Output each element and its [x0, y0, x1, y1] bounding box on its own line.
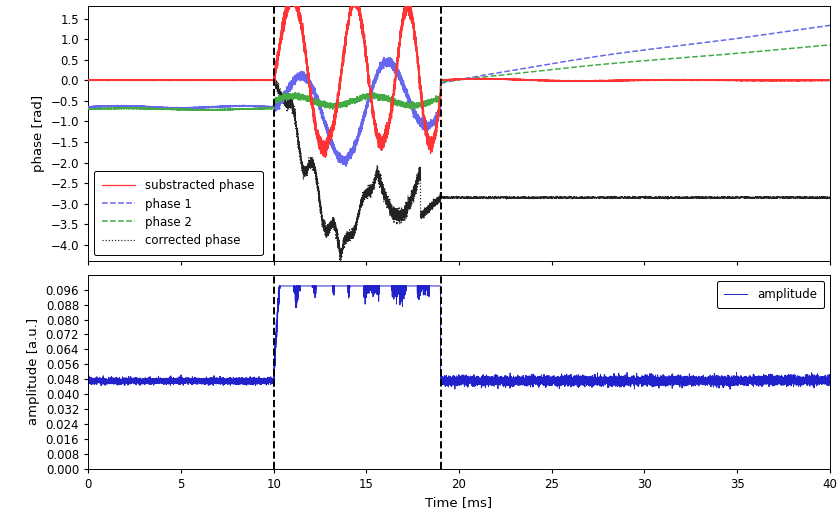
substracted phase	[777, 77, 787, 84]
amplitude	[274, 283, 284, 289]
phase 1	[614, 50, 624, 56]
Y-axis label: amplitude [a.u.]: amplitude [a.u.]	[27, 318, 40, 425]
phase 2	[614, 60, 624, 66]
corrected phase	[434, 197, 444, 203]
X-axis label: Time [ms]: Time [ms]	[426, 496, 492, 509]
amplitude	[725, 386, 735, 392]
Y-axis label: phase [rad]: phase [rad]	[32, 95, 45, 172]
phase 2	[268, 105, 278, 111]
corrected phase	[335, 258, 345, 264]
phase 2	[199, 107, 209, 113]
amplitude	[83, 378, 93, 384]
phase 2	[825, 42, 835, 48]
phase 1	[825, 22, 835, 28]
phase 1	[559, 58, 570, 64]
substracted phase	[825, 77, 835, 83]
phase 1	[83, 104, 93, 110]
corrected phase	[532, 194, 542, 200]
Legend: substracted phase, phase 1, phase 2, corrected phase: substracted phase, phase 1, phase 2, cor…	[94, 171, 263, 255]
corrected phase	[268, 77, 278, 84]
substracted phase	[614, 77, 624, 84]
phase 2	[532, 68, 542, 74]
substracted phase	[532, 77, 542, 84]
phase 1	[532, 63, 542, 69]
corrected phase	[270, 74, 280, 80]
amplitude	[268, 380, 278, 386]
Line: phase 1: phase 1	[88, 25, 830, 166]
substracted phase	[559, 78, 570, 84]
substracted phase	[268, 77, 278, 84]
phase 2	[434, 96, 444, 103]
amplitude	[434, 283, 444, 289]
corrected phase	[777, 195, 787, 201]
Line: substracted phase: substracted phase	[88, 0, 830, 157]
phase 1	[268, 104, 278, 110]
phase 1	[341, 163, 351, 169]
substracted phase	[320, 154, 330, 160]
phase 1	[434, 110, 444, 116]
phase 2	[83, 106, 93, 112]
phase 2	[559, 65, 570, 71]
amplitude	[559, 381, 570, 388]
amplitude	[825, 375, 835, 381]
amplitude	[614, 378, 624, 384]
amplitude	[777, 376, 787, 382]
amplitude	[532, 376, 542, 382]
Legend: amplitude: amplitude	[717, 281, 824, 308]
Line: amplitude: amplitude	[88, 286, 830, 389]
corrected phase	[825, 195, 835, 201]
substracted phase	[83, 77, 93, 83]
phase 2	[777, 46, 787, 52]
substracted phase	[434, 106, 444, 112]
corrected phase	[559, 194, 570, 200]
corrected phase	[83, 77, 93, 83]
Line: phase 2: phase 2	[88, 45, 830, 110]
Line: corrected phase: corrected phase	[88, 77, 830, 261]
corrected phase	[614, 195, 624, 201]
phase 1	[777, 29, 787, 35]
